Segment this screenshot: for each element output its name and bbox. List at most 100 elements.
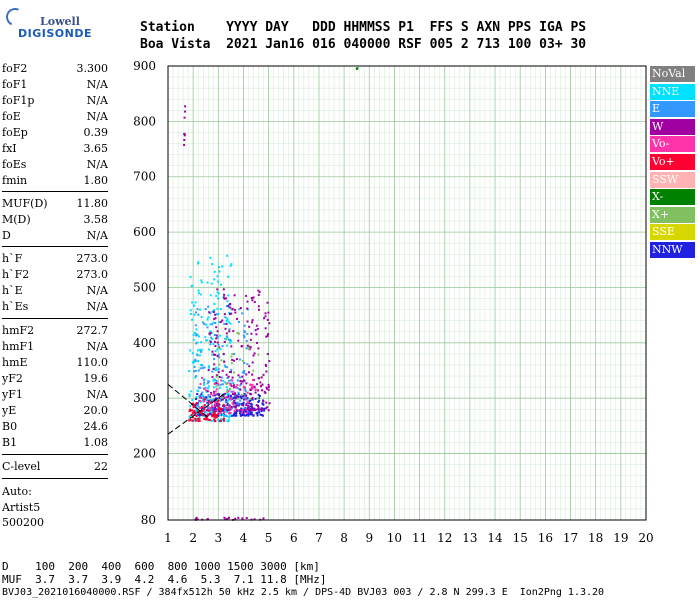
param-name: D [2,229,11,242]
data-point [205,390,208,393]
data-point [228,416,231,419]
data-point [223,322,226,325]
data-point [226,318,229,321]
data-point [196,402,199,405]
data-point [211,405,214,408]
data-point [213,318,216,320]
data-point [219,408,222,411]
data-point [230,263,233,266]
param-value: N/A [86,78,108,91]
divider [2,191,108,192]
data-point [198,354,201,357]
data-point [228,407,231,410]
data-point [263,409,266,412]
data-point [237,398,240,401]
data-point [247,409,250,412]
data-point [225,411,228,413]
data-point [257,389,260,392]
data-point [227,338,230,341]
data-point [215,397,218,400]
data-point [195,397,197,400]
data-point [222,380,225,382]
data-point [198,395,201,398]
data-point [235,412,238,415]
data-point [188,409,191,412]
data-point [235,396,238,399]
data-point [253,407,256,410]
data-point [242,360,244,363]
data-point [245,414,248,417]
param-row: foE N/A [2,110,108,124]
data-point [243,336,246,339]
data-point [196,404,199,407]
x-tick-label: 4 [240,531,248,545]
data-point [230,345,233,348]
data-point [221,408,224,410]
data-point [219,407,222,410]
data-point [258,399,261,402]
data-point [238,308,241,311]
divider [2,318,108,319]
data-point [199,367,202,370]
data-point [231,393,234,395]
data-point [195,333,198,336]
data-point [265,370,268,373]
data-point [219,348,222,351]
data-point [205,323,208,326]
data-point [240,393,243,396]
data-point [224,415,227,418]
legend-item: Vo- [650,136,695,153]
data-point [233,393,236,396]
data-point [204,411,207,414]
data-point [222,405,225,407]
data-point [240,382,243,385]
data-point [199,386,202,389]
data-point [233,402,236,405]
data-point [245,382,248,385]
data-point [221,345,224,348]
param-name: h`E [2,284,23,297]
data-point [223,360,226,363]
x-tick-label: 20 [638,531,653,545]
param-row: foEp 0.39 [2,126,108,140]
param-value: 272.7 [76,324,109,337]
data-point [240,396,243,399]
data-point [257,407,260,410]
param-row: foEs N/A [2,158,108,172]
legend-item: W [650,118,695,135]
data-point [227,404,230,406]
data-point [232,396,235,399]
data-point [209,402,212,405]
x-tick-label: 16 [538,531,553,545]
data-point [226,382,229,385]
data-point [202,379,205,382]
data-point [230,398,233,401]
data-point [249,413,252,416]
data-point [196,354,199,357]
data-point [190,390,193,393]
data-point [223,293,226,296]
logo-text-digisonde: DIGISONDE [18,27,92,40]
data-point [257,347,260,350]
data-point [219,411,222,414]
data-point [216,280,219,283]
data-point [209,323,212,326]
data-point [267,409,270,412]
data-point [229,264,232,267]
data-point [203,414,206,417]
data-point [239,388,242,391]
data-point [200,279,203,282]
legend-item: SSE [650,224,695,241]
data-point [204,389,207,392]
param-name: B0 [2,420,18,433]
data-point [215,385,218,388]
data-point [193,313,196,316]
data-point [241,345,244,348]
data-point [237,339,240,342]
data-point [206,406,209,408]
data-point [220,399,223,402]
data-point [214,416,217,419]
param-value: N/A [86,300,108,313]
data-point [195,415,198,417]
data-point [252,354,255,357]
